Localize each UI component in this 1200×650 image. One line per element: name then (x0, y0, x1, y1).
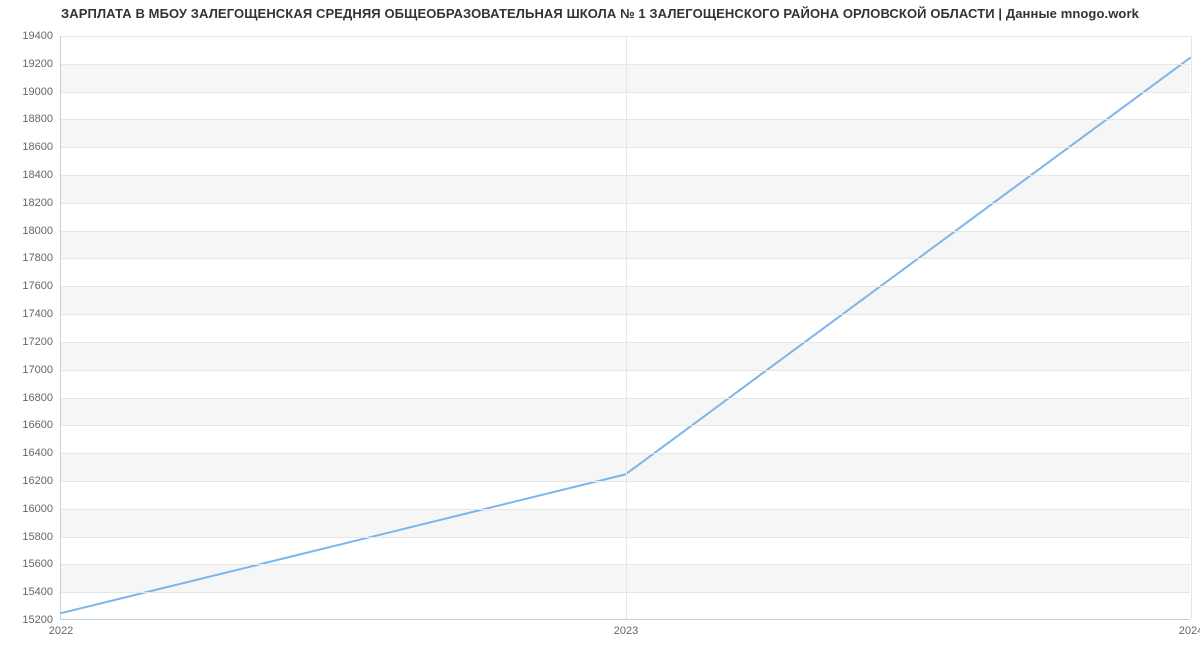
y-tick-label: 16600 (22, 419, 61, 431)
x-gridline (626, 36, 627, 619)
y-tick-label: 18200 (22, 197, 61, 209)
y-tick-label: 18400 (22, 169, 61, 181)
x-tick-label: 2024 (1179, 619, 1200, 637)
y-tick-label: 16000 (22, 503, 61, 515)
y-tick-label: 17600 (22, 280, 61, 292)
y-tick-label: 16800 (22, 392, 61, 404)
y-tick-label: 19200 (22, 58, 61, 70)
plot-area: 1520015400156001580016000162001640016600… (60, 36, 1190, 620)
x-tick-label: 2022 (49, 619, 73, 637)
y-tick-label: 17200 (22, 336, 61, 348)
y-tick-label: 17400 (22, 308, 61, 320)
y-tick-label: 19400 (22, 30, 61, 42)
y-tick-label: 18800 (22, 113, 61, 125)
y-tick-label: 15800 (22, 531, 61, 543)
y-tick-label: 15600 (22, 558, 61, 570)
x-gridline (1191, 36, 1192, 619)
y-tick-label: 18000 (22, 225, 61, 237)
y-tick-label: 15400 (22, 586, 61, 598)
y-tick-label: 17000 (22, 364, 61, 376)
chart-title: ЗАРПЛАТА В МБОУ ЗАЛЕГОЩЕНСКАЯ СРЕДНЯЯ ОБ… (0, 6, 1200, 21)
y-tick-label: 16400 (22, 447, 61, 459)
y-tick-label: 16200 (22, 475, 61, 487)
y-tick-label: 17800 (22, 252, 61, 264)
y-tick-label: 18600 (22, 141, 61, 153)
x-tick-label: 2023 (614, 619, 638, 637)
y-tick-label: 19000 (22, 86, 61, 98)
salary-line-chart: ЗАРПЛАТА В МБОУ ЗАЛЕГОЩЕНСКАЯ СРЕДНЯЯ ОБ… (0, 0, 1200, 650)
